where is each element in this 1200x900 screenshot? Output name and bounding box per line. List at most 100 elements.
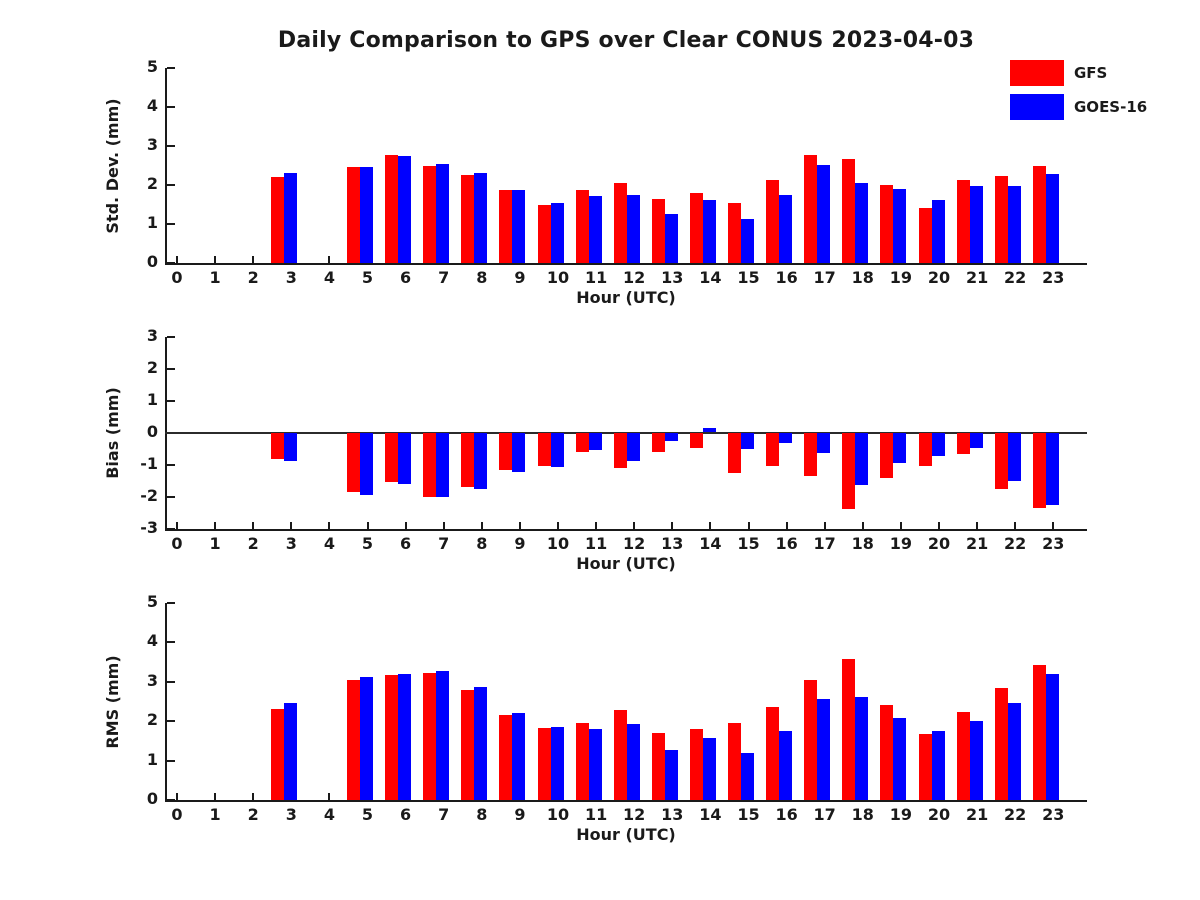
x-tick [938, 793, 940, 800]
gfs-color-swatch [1010, 60, 1064, 86]
bar-gfs-h8 [461, 432, 475, 487]
x-tick-label: 15 [737, 268, 760, 287]
x-tick-label: 22 [1004, 805, 1027, 824]
bar-goes-16-h8 [474, 432, 488, 489]
x-tick [976, 256, 979, 263]
bar-gfs-h5 [347, 432, 360, 492]
x-tick [785, 521, 788, 529]
x-tick [899, 521, 902, 529]
x-tick [328, 256, 331, 263]
bar-gfs-h11 [575, 432, 589, 453]
x-tick [176, 793, 178, 800]
x-tick-label: 11 [584, 533, 608, 553]
bar-goes-16-h19 [893, 432, 907, 463]
bar-gfs-h16 [766, 432, 780, 467]
bar-goes-16-h20 [931, 199, 945, 263]
x-tick-label: 12 [623, 805, 646, 824]
legend-label-gfs: GFS [1074, 64, 1108, 82]
x-tick [290, 793, 293, 800]
bar-gfs-h22 [994, 432, 1008, 490]
x-tick [366, 793, 369, 800]
bar-goes-16-h15 [741, 752, 754, 800]
x-tick [899, 256, 902, 263]
bar-goes-16-h20 [931, 731, 945, 800]
x-tick [214, 793, 217, 800]
x-tick-label: 16 [775, 268, 798, 287]
x-tick-label: 8 [476, 805, 488, 824]
x-axis-label-hour-utc: Hour (UTC) [576, 288, 676, 307]
y-tick [167, 463, 175, 466]
x-tick-label: 2 [247, 805, 259, 824]
y-tick [167, 335, 175, 338]
x-tick [747, 521, 750, 529]
bar-gfs-h19 [880, 185, 894, 263]
bar-goes-16-h10 [550, 432, 564, 467]
x-tick [518, 256, 521, 263]
bar-gfs-h16 [766, 707, 780, 800]
bar-gfs-h14 [689, 192, 703, 263]
bar-goes-16-h6 [398, 674, 412, 800]
bar-goes-16-h8 [474, 686, 488, 800]
x-tick [176, 521, 178, 529]
bar-goes-16-h20 [931, 432, 945, 456]
bar-goes-16-h12 [626, 432, 640, 462]
bar-goes-16-h9 [512, 712, 526, 800]
y-tick [167, 527, 175, 530]
x-tick-label: 18 [851, 533, 874, 553]
bar-goes-16-h7 [436, 163, 450, 263]
bar-gfs-h7 [423, 165, 437, 263]
bar-gfs-h18 [842, 432, 856, 510]
x-tick [976, 793, 979, 800]
y-tick [167, 720, 175, 723]
y-tick [167, 759, 175, 762]
x-tick [214, 521, 217, 529]
bar-goes-16-h13 [664, 749, 678, 800]
x-tick-label: 3 [285, 533, 297, 553]
bar-goes-16-h18 [855, 182, 869, 263]
bar-gfs-h16 [766, 180, 780, 263]
bar-goes-16-h9 [512, 190, 526, 263]
x-tick-label: 1 [209, 805, 221, 824]
x-tick-label: 16 [775, 533, 798, 553]
bar-goes-16-h13 [664, 213, 678, 263]
bar-gfs-h22 [994, 176, 1008, 263]
x-tick [899, 793, 902, 800]
bar-goes-16-h13 [664, 432, 678, 442]
bar-gfs-h21 [956, 712, 970, 800]
bar-goes-16-h14 [702, 200, 716, 263]
x-axis-label-hour-utc: Hour (UTC) [576, 553, 676, 573]
x-tick [404, 793, 407, 800]
legend-item-goes16: GOES-16 [1010, 94, 1147, 120]
y-tick [167, 399, 175, 402]
x-tick [709, 793, 712, 800]
x-tick [595, 521, 598, 529]
x-tick [366, 256, 369, 263]
bar-gfs-h8 [461, 175, 475, 263]
bar-goes-16-h23 [1045, 432, 1059, 505]
bar-gfs-h17 [804, 679, 818, 800]
bar-gfs-h14 [689, 432, 703, 448]
x-tick-label: 20 [927, 533, 951, 553]
y-tick [167, 67, 175, 69]
x-tick-label: 3 [285, 268, 297, 287]
x-tick-label: 20 [927, 805, 951, 824]
x-tick [861, 793, 864, 800]
legend: GFS GOES-16 [1010, 60, 1147, 128]
bar-goes-16-h18 [855, 432, 869, 486]
x-tick-label: 8 [476, 268, 488, 287]
x-tick [252, 256, 255, 263]
x-tick-label: 10 [546, 805, 570, 824]
x-tick-label: 0 [171, 805, 183, 824]
bar-gfs-h23 [1032, 432, 1046, 508]
bar-goes-16-h5 [360, 677, 373, 800]
bar-gfs-h10 [537, 727, 551, 800]
x-tick [633, 256, 636, 263]
x-tick-label: 20 [927, 268, 951, 287]
x-tick-label: 21 [965, 268, 989, 287]
bar-goes-16-h19 [893, 188, 907, 263]
bar-gfs-h11 [575, 189, 589, 263]
bar-goes-16-h16 [779, 731, 793, 800]
x-tick [480, 256, 483, 263]
x-tick-label: 4 [323, 805, 335, 824]
bar-gfs-h9 [499, 432, 513, 470]
